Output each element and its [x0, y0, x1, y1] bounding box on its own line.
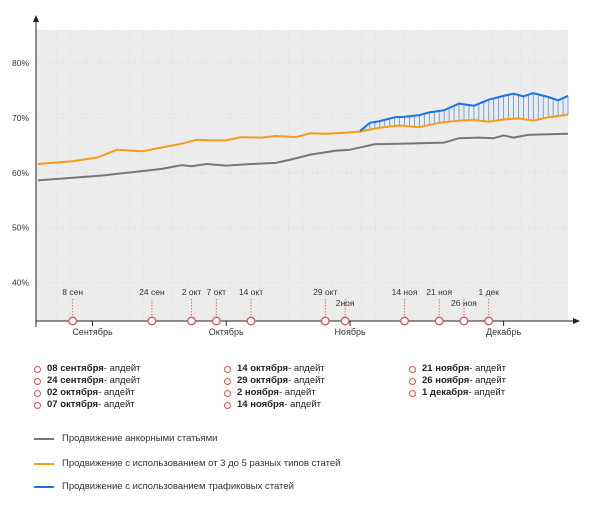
update-marker-circle-5	[320, 316, 330, 326]
y-tick-label: 40%	[12, 278, 29, 288]
update-date: 2 ноября	[237, 387, 279, 398]
update-item: 29 октября - апдейт	[224, 375, 325, 387]
x-month-label: Ноябрь	[334, 327, 366, 337]
update-marker-label: 26 ноя	[451, 298, 477, 308]
circle-icon	[224, 365, 231, 373]
update-marker-circle-8	[434, 316, 444, 326]
update-marker-circle-6	[340, 316, 350, 326]
update-suffix: - апдейт	[288, 363, 325, 374]
legend-swatch	[34, 437, 54, 440]
update-date: 29 октября	[237, 375, 289, 386]
y-tick-label: 60%	[12, 168, 29, 178]
updates-column-1: 08 сентября - апдейт 24 сентября - апдейт…	[34, 363, 141, 411]
circle-icon	[34, 377, 41, 385]
x-axis-arrow	[573, 318, 580, 324]
update-date: 21 ноября	[422, 363, 470, 374]
update-marker-label: 2ноя	[336, 298, 355, 308]
plot-background	[36, 30, 568, 321]
legend-swatch	[34, 462, 54, 465]
update-date: 26 ноября	[422, 375, 470, 386]
update-marker-circle-1	[147, 316, 157, 326]
update-marker-label: 21 ноя	[426, 287, 452, 297]
circle-icon	[34, 401, 41, 409]
x-month-label: Сентябрь	[72, 327, 113, 337]
updates-column-3: 21 ноября - апдейт 26 ноября - апдейт 1 де…	[409, 363, 506, 399]
update-item: 2 ноября - апдейт	[224, 387, 325, 399]
line-chart: 40% 50% 60% 70% 80% Сентябрь Октябрь Ноябрь Дека…	[12, 15, 580, 337]
update-marker-label: 14 ноя	[392, 287, 418, 297]
update-date: 14 ноября	[237, 399, 285, 410]
update-suffix: - апдейт	[469, 375, 506, 386]
update-marker-label: 1 дек	[478, 287, 499, 297]
circle-icon	[224, 401, 231, 409]
update-item: 1 декабря - апдейт	[409, 387, 506, 399]
y-tick-label: 70%	[12, 113, 29, 123]
update-marker-circle-9	[459, 316, 469, 326]
update-marker-circle-2	[187, 316, 197, 326]
update-suffix: - апдейт	[103, 363, 141, 374]
update-date: 02 октября	[47, 387, 99, 398]
update-suffix: - апдейт	[284, 399, 321, 410]
update-marker-label: 29 окт	[313, 287, 337, 297]
legend-label: Продвижение с использованием трафиковых …	[62, 481, 294, 492]
x-month-label: Октябрь	[209, 327, 244, 337]
update-item: 14 октября - апдейт	[224, 363, 325, 375]
update-marker-circle-7	[400, 316, 409, 326]
circle-icon	[224, 377, 231, 385]
legend-label: Продвижение с использованием от 3 до 5 р…	[62, 458, 341, 469]
y-tick-label: 50%	[12, 223, 29, 233]
update-suffix: - апдейт	[98, 387, 135, 398]
update-item: 26 ноября - апдейт	[409, 375, 506, 387]
update-marker-label: 8 сен	[62, 287, 83, 297]
update-suffix: - апдейт	[98, 399, 135, 410]
circle-icon	[409, 365, 416, 373]
update-date: 1 декабря	[422, 387, 469, 398]
update-marker-label: 7 окт	[207, 287, 227, 297]
update-date: 07 октября	[47, 399, 99, 410]
update-marker-label: 14 окт	[239, 287, 263, 297]
update-date: 14 октября	[237, 363, 289, 374]
y-tick-label: 80%	[12, 58, 29, 68]
circle-icon	[34, 365, 41, 373]
update-marker-circle-3	[211, 316, 221, 326]
circle-icon	[409, 389, 416, 397]
update-suffix: - апдейт	[468, 387, 506, 398]
update-suffix: - апдейт	[469, 363, 506, 374]
legend-item-traffic: Продвижение с использованием трафиковых …	[34, 481, 294, 492]
update-item: 07 октября - апдейт	[34, 399, 141, 411]
update-marker-label: 24 сен	[139, 287, 165, 297]
update-marker-circle-0	[68, 316, 78, 326]
update-marker-label: 2 окт	[182, 287, 202, 297]
series-line-1	[37, 113, 569, 165]
update-marker-circle-10	[484, 316, 494, 326]
update-date: 08 сентября	[47, 363, 104, 374]
legend-item-anchor: Продвижение анкорными статьями	[34, 433, 217, 444]
updates-column-2: 14 октября - апдейт 29 октября - апдейт 2 …	[224, 363, 325, 411]
update-item: 08 сентября - апдейт	[34, 363, 141, 375]
legend-label: Продвижение анкорными статьями	[62, 433, 218, 444]
series-line-0	[37, 132, 569, 182]
update-suffix: - апдейт	[103, 375, 141, 386]
legend-swatch	[34, 485, 54, 488]
update-date: 24 сентября	[47, 375, 104, 386]
circle-icon	[224, 389, 231, 397]
update-marker-circle-4	[246, 316, 256, 326]
update-suffix: - апдейт	[288, 375, 325, 386]
circle-icon	[34, 389, 41, 397]
legend-item-mixed: Продвижение с использованием от 3 до 5 р…	[34, 458, 340, 469]
update-suffix: - апдейт	[278, 387, 316, 398]
x-month-label: Декабрь	[486, 327, 521, 337]
update-item: 21 ноября - апдейт	[409, 363, 506, 375]
update-item: 14 ноября - апдейт	[224, 399, 325, 411]
series-line-2	[359, 92, 569, 132]
update-item: 24 сентября - апдейт	[34, 375, 141, 387]
update-item: 02 октября - апдейт	[34, 387, 141, 399]
y-axis-arrow	[33, 15, 39, 22]
circle-icon	[409, 377, 416, 385]
